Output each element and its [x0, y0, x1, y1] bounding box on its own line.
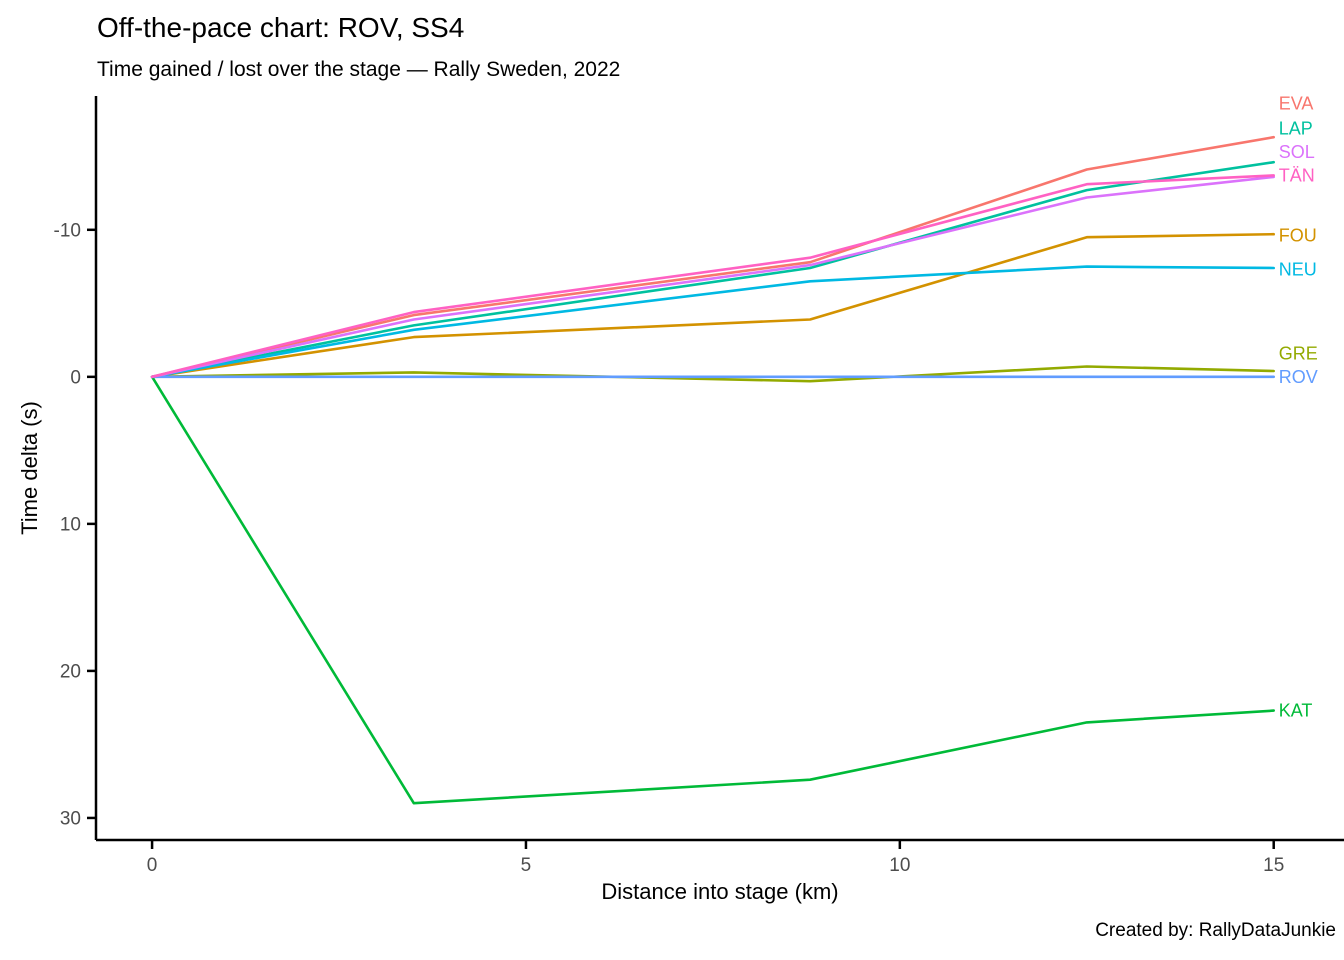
series-label-gre: GRE [1279, 343, 1318, 363]
series-line-sol [150, 175, 1275, 379]
series-label-eva: EVA [1279, 93, 1314, 113]
series-line-kat [150, 375, 1275, 805]
series-line-fou [150, 232, 1275, 379]
x-axis-title: Distance into stage (km) [601, 879, 839, 904]
chart-title: Off-the-pace chart: ROV, SS4 [97, 12, 465, 43]
series-label-kat: KAT [1279, 701, 1313, 721]
series-label-tän: TÄN [1279, 165, 1315, 185]
series-label-fou: FOU [1279, 226, 1317, 246]
x-tick-label: 15 [1263, 855, 1284, 876]
chart-subtitle: Time gained / lost over the stage — Rall… [97, 58, 621, 81]
y-tick-label: 10 [60, 514, 81, 535]
series-label-sol: SOL [1279, 142, 1315, 162]
x-tick-label: 0 [147, 855, 158, 876]
y-tick-label: 20 [60, 661, 81, 682]
x-tick-label: 5 [521, 855, 532, 876]
series-label-neu: NEU [1279, 260, 1317, 280]
y-tick-label: 0 [70, 367, 81, 388]
series-group: EVA FOU GRE KAT LAP NEU ROV SOL TÄN [150, 93, 1318, 805]
series-label-rov: ROV [1279, 367, 1318, 387]
series-label-lap: LAP [1279, 118, 1313, 138]
y-tick-label: 30 [60, 808, 81, 829]
series-line-eva [150, 135, 1275, 379]
series-line-neu [150, 265, 1275, 379]
x-tick-label: 10 [889, 855, 910, 876]
series-line-gre [150, 365, 1275, 383]
caption: Created by: RallyDataJunkie [1095, 920, 1336, 941]
y-axis-title: Time delta (s) [17, 401, 42, 535]
y-tick-label: -10 [54, 220, 81, 241]
series-line-tän [150, 174, 1275, 379]
